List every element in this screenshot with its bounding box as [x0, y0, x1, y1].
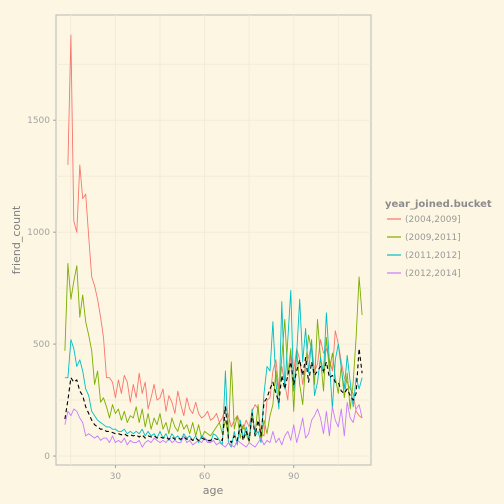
x-axis-ticks: 30 60 90	[110, 465, 300, 482]
legend-label: (2012,2014]	[405, 269, 461, 279]
series-group	[64, 34, 363, 448]
y-axis-ticks: 0 500 1000 1500	[27, 116, 56, 462]
series-line-dashed	[64, 348, 363, 444]
y-axis-title: friend_count	[10, 205, 23, 274]
legend-label: (2009,2011]	[405, 233, 461, 243]
y-tick-label: 500	[33, 340, 50, 350]
series-line-3	[64, 289, 363, 448]
legend: year_joined.bucket (2004,2009] (2009,2011…	[385, 199, 492, 279]
y-tick-label: 1000	[27, 228, 50, 238]
series-line-4	[64, 401, 363, 448]
y-tick-label: 1500	[27, 116, 50, 126]
legend-label: (2011,2012]	[405, 251, 461, 261]
x-tick-label: 90	[288, 472, 300, 482]
legend-label: (2004,2009]	[405, 215, 461, 225]
legend-title: year_joined.bucket	[385, 199, 492, 210]
x-axis-title: age	[203, 484, 224, 497]
x-tick-label: 60	[199, 472, 211, 482]
x-tick-label: 30	[110, 472, 122, 482]
series-line-1	[67, 34, 363, 437]
y-tick-label: 0	[44, 452, 50, 462]
plot-panel	[55, 14, 372, 466]
